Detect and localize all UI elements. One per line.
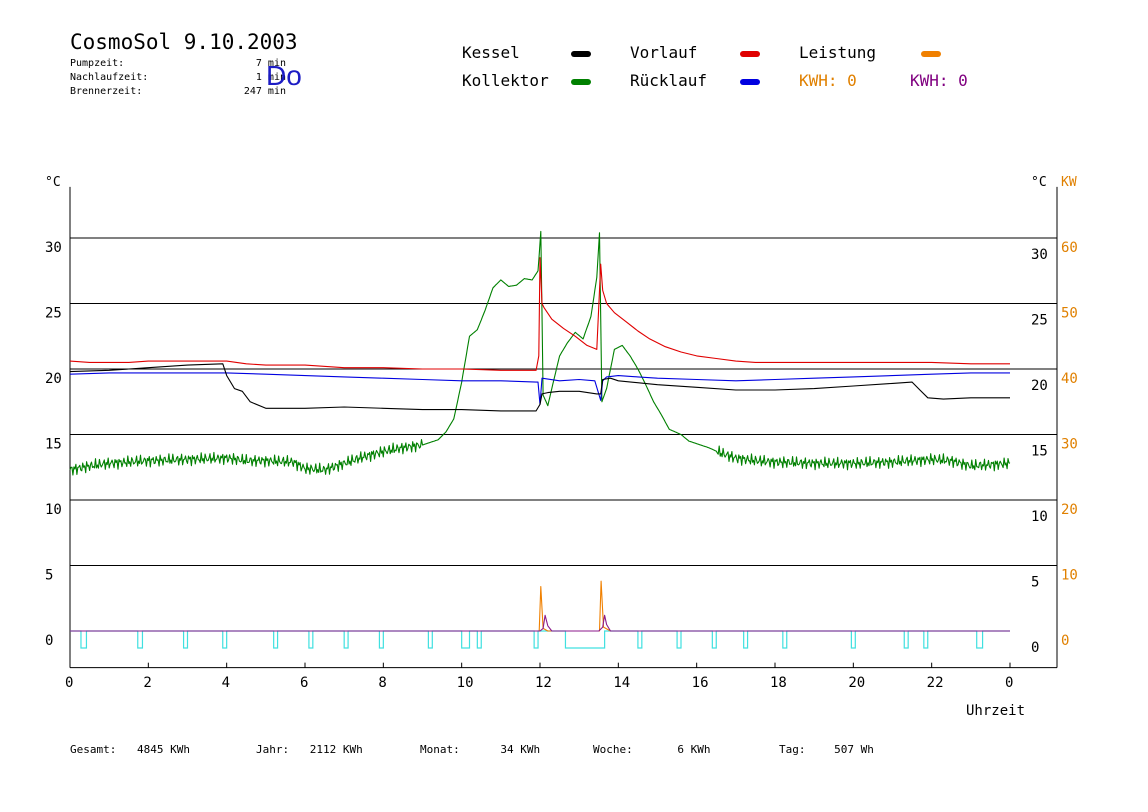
info-row-pumpzeit: Pumpzeit: 7 min: [70, 58, 286, 69]
legend-swatch-ruecklauf: [740, 79, 760, 85]
info-label: Brennerzeit:: [70, 86, 143, 97]
y-axis-label-right: °C: [1031, 175, 1047, 190]
x-tick-label: 4: [222, 675, 230, 691]
y-tick-label-left: 30: [45, 240, 62, 256]
x-tick-label: 16: [692, 675, 709, 691]
series-line-kollektor: [69, 230, 1011, 476]
series-line-kessel: [69, 363, 1010, 412]
footer-label: Jahr:: [256, 743, 290, 756]
y2-tick-label: 20: [1061, 502, 1078, 518]
y-tick-label-left: 5: [45, 568, 53, 584]
y-tick-label-right: 20: [1031, 378, 1048, 394]
legend-label-kessel: Kessel: [462, 43, 520, 62]
weekday-label: Do: [266, 60, 302, 91]
y-tick-label-right: 15: [1031, 444, 1048, 460]
legend-swatch-leistung: [921, 51, 941, 57]
legend-swatch-vorlauf: [740, 51, 760, 57]
info-value: 7 min: [255, 58, 286, 69]
footer-woche: Woche: 6 KWh: [593, 743, 711, 756]
footer-value: 6 KWh: [677, 743, 711, 756]
x-tick-label: 6: [300, 675, 308, 691]
y-tick-label-left: 10: [45, 502, 62, 518]
series-line-rücklauf: [69, 372, 1010, 405]
legend-swatch-kessel: [571, 51, 591, 57]
y-tick-label-left: 0: [45, 633, 53, 649]
info-value: 1 min: [255, 72, 286, 83]
y-tick-label-left: 25: [45, 306, 62, 322]
info-label: Nachlaufzeit:: [70, 72, 149, 83]
legend-label-leistung: Leistung: [799, 43, 877, 62]
burner-pulse-line: [70, 630, 1010, 649]
footer-jahr: Jahr: 2112 KWh: [256, 743, 363, 756]
legend-swatch-kollektor: [571, 79, 591, 85]
series-line-leistung: [70, 580, 1010, 632]
series-line-vorlauf: [69, 257, 1010, 371]
y2-tick-label: 40: [1061, 371, 1078, 387]
legend-label-vorlauf: Vorlauf: [630, 43, 698, 62]
info-label: Pumpzeit:: [70, 58, 125, 69]
y-tick-label-right: 10: [1031, 509, 1048, 525]
footer-value: 34 KWh: [500, 743, 541, 756]
legend-label-kollektor: Kollektor: [462, 71, 549, 90]
x-tick-label: 0: [65, 675, 73, 691]
x-tick-label: 22: [927, 675, 944, 691]
y-axis-label-left: °C: [45, 175, 61, 190]
footer-label: Gesamt:: [70, 743, 117, 756]
footer-tag: Tag: 507 Wh: [779, 743, 874, 756]
info-value: 247 min: [243, 86, 286, 97]
footer-monat: Monat: 34 KWh: [420, 743, 540, 756]
info-row-nachlaufzeit: Nachlaufzeit: 1 min: [70, 72, 286, 83]
y2-tick-label: 60: [1061, 240, 1078, 256]
x-tick-label: 12: [535, 675, 552, 691]
kwh-total-2: KWH: 0: [910, 71, 968, 90]
y2-tick-label: 0: [1061, 633, 1069, 649]
legend-label-ruecklauf: Rücklauf: [630, 71, 708, 90]
x-axis-label: Uhrzeit: [966, 703, 1025, 719]
x-tick-label: 0: [1005, 675, 1013, 691]
y2-axis-label: KW: [1061, 175, 1077, 190]
y-tick-label-right: 0: [1031, 640, 1039, 656]
x-tick-label: 20: [848, 675, 865, 691]
footer-value: 4845 KWh: [136, 743, 190, 756]
info-row-brennerzeit: Brennerzeit: 247 min: [70, 86, 286, 97]
x-tick-label: 10: [457, 675, 474, 691]
footer-value: 507 Wh: [834, 743, 874, 756]
footer-label: Monat:: [420, 743, 460, 756]
page-title: CosmoSol 9.10.2003: [70, 30, 298, 54]
y2-tick-label: 50: [1061, 306, 1078, 322]
y2-tick-label: 30: [1061, 437, 1078, 453]
series-line-pumpe: [70, 614, 1010, 632]
footer-label: Woche:: [593, 743, 633, 756]
footer-value: 2112 KWh: [309, 743, 363, 756]
x-tick-label: 2: [143, 675, 151, 691]
x-tick-label: 18: [770, 675, 787, 691]
x-tick-label: 14: [613, 675, 630, 691]
y-tick-label-left: 15: [45, 437, 62, 453]
y2-tick-label: 10: [1061, 568, 1078, 584]
x-tick-label: 8: [378, 675, 386, 691]
kwh-total-1: KWH: 0: [799, 71, 857, 90]
y-tick-label-right: 25: [1031, 313, 1048, 329]
y-tick-label-right: 30: [1031, 247, 1048, 263]
footer-label: Tag:: [779, 743, 806, 756]
y-tick-label-right: 5: [1031, 575, 1039, 591]
footer-gesamt: Gesamt: 4845 KWh: [70, 743, 190, 756]
y-tick-label-left: 20: [45, 371, 62, 387]
